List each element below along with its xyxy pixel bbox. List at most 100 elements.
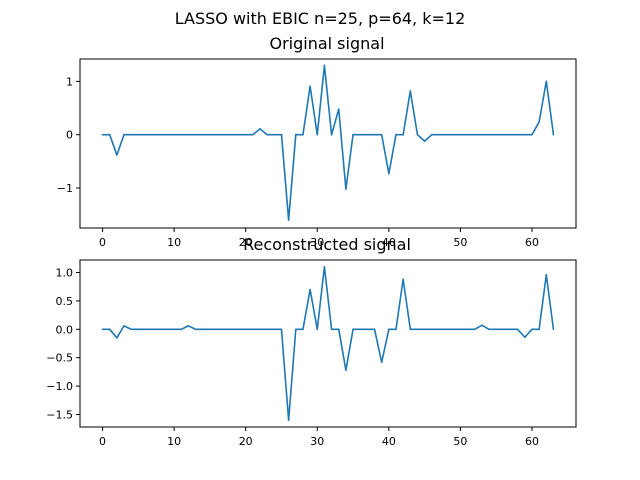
- reconstructed-signal-data-point: [345, 369, 347, 371]
- original-signal-data-point: [108, 133, 111, 136]
- reconstructed-signal-data-point: [151, 328, 154, 331]
- original-signal-title: Original signal: [269, 34, 384, 53]
- original-signal-data-point: [402, 133, 404, 136]
- reconstructed-signal-data-point: [359, 328, 362, 331]
- original-signal-data-point: [388, 172, 390, 175]
- reconstructed-signal-data-point: [459, 328, 462, 331]
- original-signal-data-point: [459, 133, 462, 136]
- reconstructed-signal-xtick-label: 10: [167, 435, 181, 448]
- reconstructed-signal-ytick-label: −1.5: [46, 409, 73, 422]
- original-signal-data-point: [552, 133, 555, 136]
- original-signal-data-point: [395, 133, 397, 136]
- original-signal-xtick-label: 0: [99, 236, 106, 249]
- reconstructed-signal-xtick-label: 30: [310, 435, 324, 448]
- original-signal-data-point: [359, 133, 362, 136]
- reconstructed-signal-data-point: [194, 328, 197, 331]
- original-signal-data-point: [416, 133, 419, 136]
- reconstructed-signal-data-point: [159, 328, 161, 331]
- reconstructed-signal-data-point: [252, 328, 254, 331]
- reconstructed-signal-data-point: [101, 328, 104, 331]
- reconstructed-signal-data-point: [495, 328, 497, 331]
- figure-title: LASSO with EBIC n=25, p=64, k=12: [175, 9, 466, 28]
- original-signal-data-point: [173, 133, 175, 136]
- original-signal-data-point: [352, 133, 354, 136]
- reconstructed-signal-data-point: [323, 266, 326, 268]
- original-signal-data-point: [337, 108, 340, 110]
- reconstructed-signal-data-point: [409, 328, 412, 331]
- reconstructed-signal-data-point: [538, 328, 540, 331]
- original-signal-data-point: [273, 133, 276, 136]
- reconstructed-signal-xtick-label: 40: [382, 435, 396, 448]
- reconstructed-signal-ytick-label: 0.0: [56, 323, 74, 336]
- original-signal-data-point: [516, 133, 519, 136]
- original-signal-data-point: [259, 128, 261, 130]
- reconstructed-signal-data-point: [144, 328, 147, 331]
- original-signal-data-point: [180, 133, 183, 136]
- reconstructed-signal-data-point: [273, 328, 276, 331]
- reconstructed-signal-data-point: [108, 328, 111, 331]
- reconstructed-signal-data-point: [531, 328, 533, 331]
- reconstructed-signal-ytick-label: −1.0: [46, 380, 73, 393]
- original-signal-data-point: [266, 133, 268, 136]
- original-signal-data-point: [159, 133, 161, 136]
- reconstructed-signal-title: Reconstructed signal: [243, 235, 411, 254]
- reconstructed-signal-data-point: [309, 288, 311, 291]
- reconstructed-signal-data-point: [123, 325, 125, 327]
- original-signal-ticks: 0 10 20 30 40 50 60 −1 0 1: [57, 75, 539, 249]
- reconstructed-signal-data-point: [287, 419, 290, 421]
- original-signal-data-point: [137, 133, 140, 136]
- original-signal-data-point: [330, 133, 333, 136]
- reconstructed-signal-data-point: [524, 336, 526, 339]
- reconstructed-signal-data-point: [166, 328, 168, 331]
- original-signal-data-point: [116, 154, 118, 156]
- original-signal-data-point: [223, 133, 226, 136]
- original-signal-data-point: [495, 133, 497, 136]
- original-signal-data-point: [280, 133, 283, 136]
- reconstructed-signal-data-point: [516, 328, 519, 331]
- original-signal-data-point: [538, 121, 540, 123]
- original-signal-data-point: [187, 133, 190, 136]
- reconstructed-signal-data-point: [481, 324, 483, 327]
- reconstructed-signal-data-point: [201, 328, 204, 331]
- reconstructed-signal-data-point: [402, 278, 404, 281]
- reconstructed-signal-data-point: [373, 328, 376, 331]
- original-signal-data-point: [216, 133, 218, 136]
- original-signal-data-point: [473, 133, 476, 136]
- reconstructed-signal-data-point: [330, 328, 333, 331]
- original-signal-data-point: [438, 133, 440, 136]
- original-signal-data-point: [194, 133, 197, 136]
- reconstructed-signal-data-point: [316, 328, 319, 331]
- reconstructed-signal-data-point: [116, 337, 118, 339]
- original-signal-data-point: [166, 133, 168, 136]
- reconstructed-signal-ytick-label: 1.0: [56, 266, 74, 279]
- original-signal-data-point: [345, 188, 347, 190]
- reconstructed-signal-data-point: [259, 328, 261, 331]
- reconstructed-signal-axes: 0 10 20 30 40 50 60 −1.5 −1.0 −0.5 0.0 0.5 1.0 Recon…: [46, 235, 577, 448]
- reconstructed-signal-points: [101, 266, 555, 421]
- original-signal-data-point: [201, 133, 204, 136]
- original-signal-xtick-label: 40: [382, 236, 396, 249]
- reconstructed-signal-data-point: [452, 328, 455, 331]
- reconstructed-signal-data-point: [237, 328, 240, 331]
- original-signal-data-point: [366, 133, 369, 136]
- original-signal-data-point: [151, 133, 154, 136]
- original-signal-xtick-label: 30: [310, 236, 324, 249]
- original-signal-data-point: [531, 133, 533, 136]
- reconstructed-signal-data-point: [280, 328, 283, 331]
- original-signal-ytick-label: 0: [66, 129, 73, 142]
- reconstructed-signal-data-point: [438, 328, 440, 331]
- original-signal-data-point: [423, 140, 426, 142]
- original-signal-data-point: [237, 133, 240, 136]
- original-signal-ytick-label: −1: [57, 182, 73, 195]
- reconstructed-signal-data-point: [173, 328, 175, 331]
- reconstructed-signal-data-point: [209, 328, 211, 331]
- original-signal-data-point: [123, 133, 125, 136]
- original-signal-data-point: [101, 133, 104, 136]
- reconstructed-signal-data-point: [352, 328, 354, 331]
- original-signal-data-point: [230, 133, 233, 136]
- reconstructed-signal-data-point: [216, 328, 218, 331]
- reconstructed-signal-xtick-label: 0: [99, 435, 106, 448]
- original-signal-data-point: [309, 85, 311, 87]
- reconstructed-signal-data-point: [488, 328, 490, 331]
